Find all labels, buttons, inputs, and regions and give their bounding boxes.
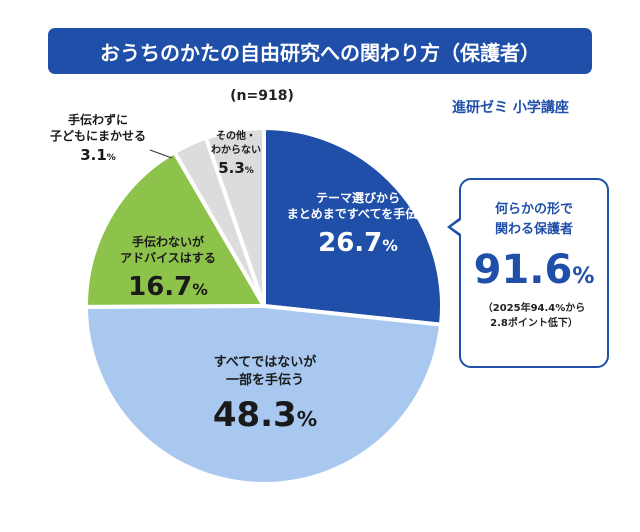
slice-value: 16.7% [128, 272, 208, 303]
slice-label-line2: 一部を手伝う [225, 372, 304, 388]
slice-label-line1: 手伝わないが [131, 235, 204, 249]
callout-value: 91.6% [473, 247, 595, 293]
summary-callout: 何らかの形で 関わる保護者 91.6% （2025年94.4%から 2.8ポイン… [459, 178, 609, 368]
callout-text: 何らかの形で 関わる保護者 [461, 200, 607, 239]
callout-text-line2: 関わる保護者 [494, 221, 573, 237]
sample-size: (n=918) [230, 88, 294, 104]
slice-advice [84, 149, 268, 309]
slice-label-line1: その他・ [216, 131, 256, 142]
slice-label-line1: すべてではないが [213, 355, 317, 370]
callout-text-line1: 何らかの形で [494, 202, 573, 217]
leader-line [149, 149, 173, 159]
chart-title: おうちのかたの自由研究への関わり方（保護者） [48, 28, 592, 74]
slice-value: 5.3% [218, 159, 254, 177]
slice-label-line2: アドバイスはする [120, 251, 216, 266]
slice-label-line1: 手伝わずに [67, 113, 128, 127]
slice-other [203, 125, 266, 307]
callout-note-line1: （2025年94.4%から [482, 303, 586, 314]
slice-label-advice: 手伝わないが アドバイスはする 16.7% [98, 234, 238, 305]
slice-label-other: その他・ わからない 5.3% [196, 130, 276, 178]
callout-note-line2: 2.8ポイント低下） [490, 318, 578, 329]
slice-label-full-help: テーマ選びから まとめまですべてを手伝う 26.7% [283, 190, 433, 261]
slice-value: 3.1% [80, 146, 116, 165]
callout-pointer-inner [451, 220, 461, 234]
slice-label-line2: わからない [211, 144, 261, 156]
slice-label-line2: まとめまですべてを手伝う [286, 207, 430, 222]
brand-label: 進研ゼミ 小学講座 [452, 100, 569, 116]
slice-partial-help [83, 303, 444, 486]
slice-label-partial-help: すべてではないが 一部を手伝う 48.3% [180, 354, 350, 439]
callout-note: （2025年94.4%から 2.8ポイント低下） [461, 301, 607, 331]
slice-label-line1: テーマ選びから [315, 191, 400, 205]
slice-label-leave-to-child: 手伝わずに 子どもにまかせる 3.1% [43, 112, 153, 166]
slice-value: 48.3% [212, 395, 318, 436]
slice-full-help [262, 125, 444, 327]
slice-value: 26.7% [318, 228, 398, 259]
slice-label-line2: 子どもにまかせる [49, 129, 146, 144]
